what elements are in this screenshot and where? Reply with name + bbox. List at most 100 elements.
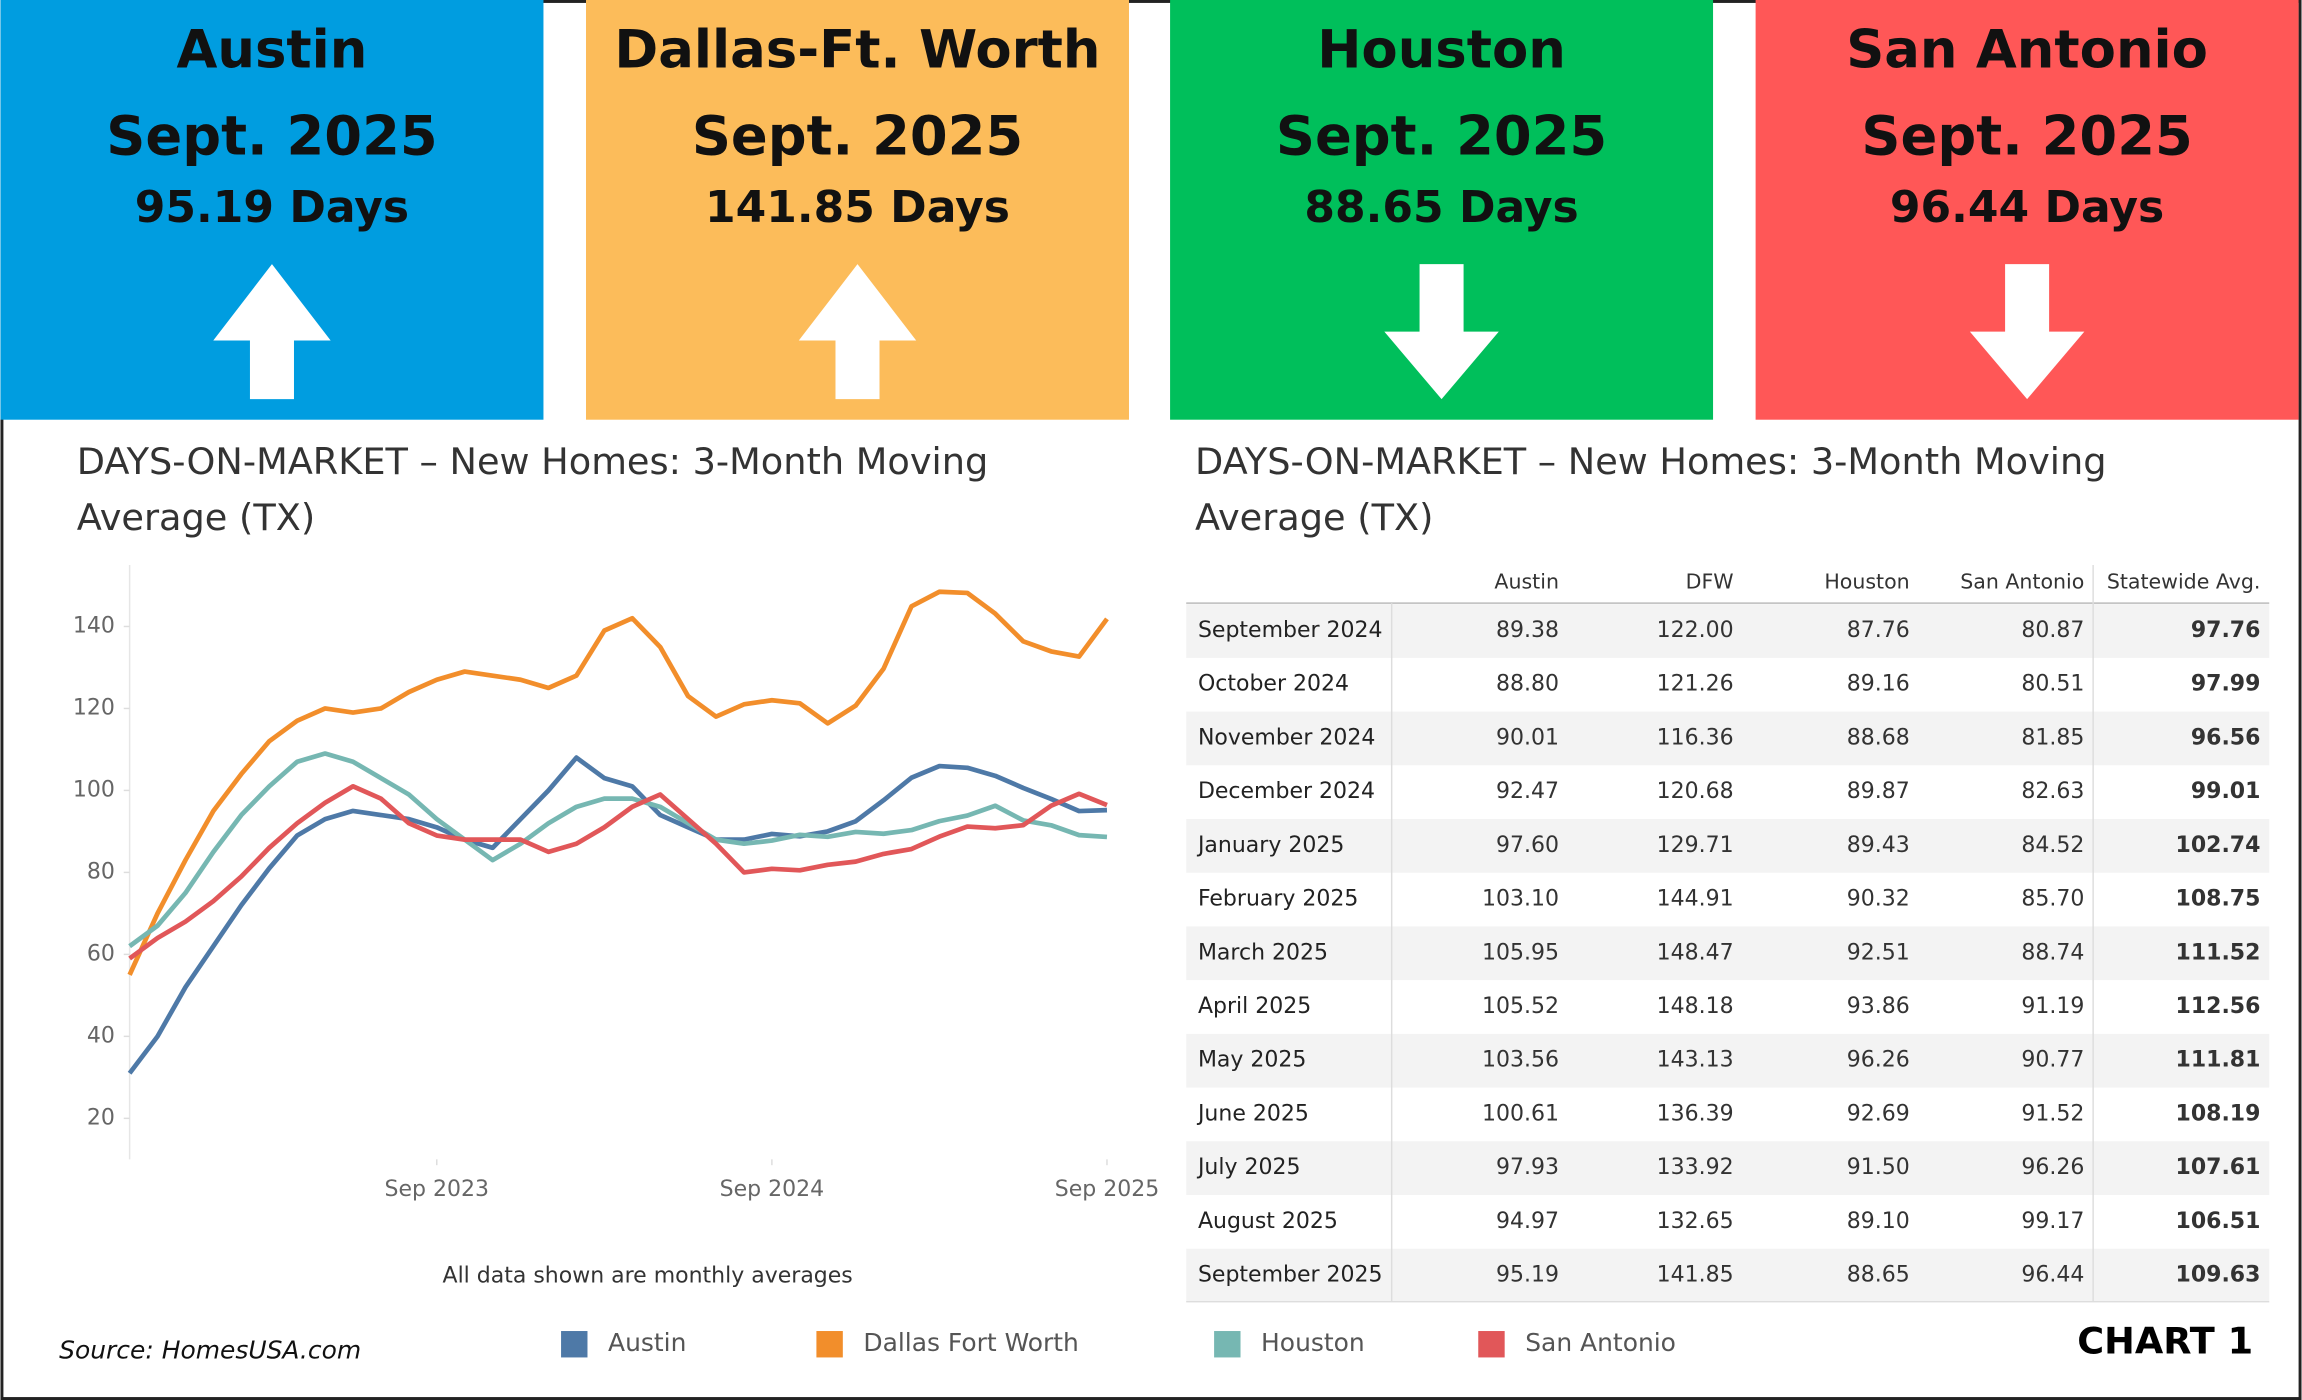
cell: 132.65 (1657, 1209, 1734, 1234)
cell: 99.17 (2021, 1209, 2084, 1234)
cell: 92.51 (1847, 940, 1910, 965)
legend-swatch (1478, 1331, 1505, 1358)
cell: 90.32 (1847, 887, 1910, 912)
cell: 103.10 (1482, 887, 1559, 912)
cell: 111.52 (2176, 940, 2261, 965)
row-band (1186, 711, 2270, 766)
row-label: February 2025 (1198, 887, 1358, 912)
row-label: December 2024 (1198, 779, 1375, 804)
y-tick-label: 120 (73, 695, 115, 720)
cell: 94.97 (1496, 1209, 1559, 1234)
cell: 91.19 (2021, 994, 2084, 1019)
trend-arrow (798, 264, 917, 400)
cell: 88.74 (2021, 940, 2084, 965)
card-value: 141.85 Days (705, 182, 1010, 233)
source: Source: HomesUSA.com (59, 1336, 361, 1365)
cell: 116.36 (1657, 725, 1734, 750)
cell: 97.99 (2191, 672, 2261, 697)
cell: 84.52 (2021, 833, 2084, 858)
trend-arrow (1384, 264, 1499, 400)
cell: 111.81 (2176, 1048, 2261, 1073)
cell: 112.56 (2176, 994, 2261, 1019)
cell: 82.63 (2021, 779, 2084, 804)
y-tick-label: 20 (87, 1105, 115, 1130)
column-header: Statewide Avg. (2107, 570, 2261, 594)
legend-label: San Antonio (1525, 1328, 1676, 1357)
cell: 99.01 (2191, 779, 2261, 804)
series-line (127, 589, 1109, 976)
cell: 92.47 (1496, 779, 1559, 804)
legend-swatch (816, 1331, 843, 1358)
y-tick-label: 100 (73, 777, 115, 802)
cell: 105.52 (1482, 994, 1559, 1019)
cell: 129.71 (1657, 833, 1734, 858)
row-band (1186, 1248, 2270, 1303)
card-city: San Antonio (1846, 19, 2208, 80)
cell: 80.51 (2021, 672, 2084, 697)
chart-label: CHART 1 (2077, 1319, 2253, 1362)
cell: 97.93 (1496, 1155, 1559, 1180)
row-label: November 2024 (1198, 725, 1375, 750)
row-label: October 2024 (1198, 672, 1349, 697)
cell: 102.74 (2176, 833, 2261, 858)
cell: 93.86 (1847, 994, 1910, 1019)
x-tick-label: Sep 2023 (385, 1177, 489, 1202)
column-header: Houston (1824, 570, 1909, 594)
cell: 148.18 (1657, 994, 1734, 1019)
cell: 96.26 (1847, 1048, 1910, 1073)
cell: 148.47 (1657, 940, 1734, 965)
cell: 89.16 (1847, 672, 1910, 697)
cell: 107.61 (2176, 1155, 2261, 1180)
card-city: Houston (1317, 19, 1566, 80)
row-label: September 2025 (1198, 1263, 1383, 1288)
series-line (128, 751, 1108, 949)
card-period: Sept. 2025 (106, 105, 437, 168)
cell: 89.10 (1847, 1209, 1910, 1234)
legend-swatch (561, 1331, 588, 1358)
row-band (1186, 926, 2270, 981)
card-city: Austin (177, 19, 368, 80)
cell: 95.19 (1496, 1263, 1559, 1288)
cell: 144.91 (1657, 887, 1734, 912)
cell: 133.92 (1657, 1155, 1734, 1180)
cell: 88.65 (1847, 1263, 1910, 1288)
x-tick-label: Sep 2024 (720, 1177, 824, 1202)
card-value: 96.44 Days (1890, 182, 2164, 233)
table-title: DAYS-ON-MARKET – New Homes: 3-Month Movi… (1195, 440, 2106, 483)
table-title: Average (TX) (1195, 496, 1433, 539)
legend-label: Dallas Fort Worth (863, 1328, 1079, 1357)
card-period: Sept. 2025 (1861, 105, 2192, 168)
cell: 143.13 (1657, 1048, 1734, 1073)
trend-arrow (1969, 264, 2085, 400)
card-period: Sept. 2025 (692, 105, 1023, 168)
row-label: March 2025 (1198, 940, 1328, 965)
row-label: April 2025 (1198, 994, 1311, 1019)
cell: 80.87 (2021, 618, 2084, 643)
cell: 103.56 (1482, 1048, 1559, 1073)
cell: 109.63 (2176, 1263, 2261, 1288)
cell: 106.51 (2176, 1209, 2261, 1234)
cell: 90.01 (1496, 725, 1559, 750)
cell: 89.38 (1496, 618, 1559, 643)
cell: 105.95 (1482, 940, 1559, 965)
card-period: Sept. 2025 (1276, 105, 1607, 168)
cell: 141.85 (1657, 1263, 1734, 1288)
row-label: September 2024 (1198, 618, 1383, 643)
column-header: DFW (1686, 570, 1734, 594)
chart-title: Average (TX) (77, 496, 315, 539)
cell: 96.44 (2021, 1263, 2084, 1288)
cell: 89.87 (1847, 779, 1910, 804)
row-label: May 2025 (1198, 1048, 1306, 1073)
card-value: 88.65 Days (1304, 182, 1578, 233)
cell: 91.52 (2021, 1101, 2084, 1126)
row-label: January 2025 (1196, 833, 1344, 858)
cell: 121.26 (1657, 672, 1734, 697)
cell: 136.39 (1657, 1101, 1734, 1126)
row-band (1186, 819, 2270, 873)
y-tick-label: 140 (73, 613, 115, 638)
cell: 92.69 (1847, 1101, 1910, 1126)
cell: 87.76 (1847, 618, 1910, 643)
cell: 81.85 (2021, 725, 2084, 750)
column-header: Austin (1494, 570, 1559, 594)
